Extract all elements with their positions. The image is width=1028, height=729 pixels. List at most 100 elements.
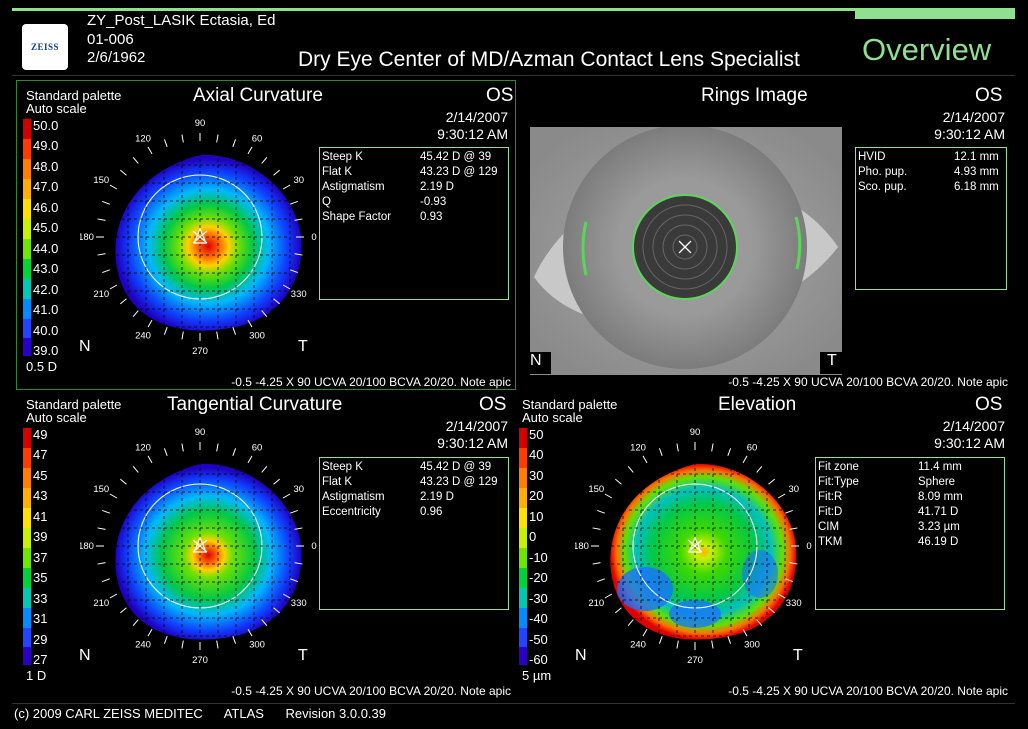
tangential-map-tick: [147, 628, 153, 637]
axial-map-angle-label: 120: [135, 133, 151, 144]
elevation-map-angle-label: 0: [806, 541, 811, 552]
elevation-scale-value: -40: [529, 611, 548, 626]
elevation-color-scale: [519, 428, 527, 665]
info-key: Pho. pup.: [858, 166, 908, 178]
tangential-map-angle-label: 240: [135, 640, 151, 651]
tangential-map-tick: [290, 578, 298, 583]
tangential-map-tick: [232, 636, 237, 644]
tangential-scale-value: 33: [33, 591, 48, 606]
tangential-map-angle-label: 150: [93, 484, 109, 495]
info-value: 46.19 D: [918, 536, 959, 548]
tangential-scale-value: 29: [33, 632, 48, 647]
elevation-map-tick: [789, 527, 798, 530]
tangential-map-tick: [282, 593, 291, 599]
tangential-scale-value: 31: [33, 611, 48, 626]
zeiss-logo: ZEISS: [22, 24, 68, 70]
axial-map-tick: [247, 146, 253, 155]
info-key: Steep K: [322, 151, 363, 163]
tangential-map-angle-label: 270: [192, 655, 208, 666]
elevation-scale-value: -50: [529, 632, 548, 647]
axial-scale-value: 50.0: [33, 118, 59, 133]
info-value: 8.09 mm: [918, 491, 963, 503]
patient-id: 01-006: [87, 31, 134, 48]
tangential-time: 9:30:12 AM: [437, 435, 508, 451]
elevation-scale-value: 20: [529, 488, 544, 503]
axial-map-tick: [290, 269, 298, 274]
info-value: 41.71 D: [918, 506, 959, 518]
footer: (c) 2009 CARL ZEISS MEDITEC ATLAS Revisi…: [14, 706, 404, 721]
tangential-map-angle-label: 60: [252, 442, 263, 453]
tangential-info-box: Steep K 45.42 D @ 39 Flat K 43.23 D @ 129 …: [319, 457, 509, 610]
tangential-scale-value: 41: [33, 509, 48, 524]
elevation-scale-value: -60: [529, 652, 548, 667]
elevation-map-angle-label: 30: [788, 484, 799, 495]
elevation-scale-value: 40: [529, 447, 544, 462]
rings-image[interactable]: [520, 127, 842, 375]
tangential-temporal-label: T: [298, 647, 308, 664]
tangential-palette: Standard palette: [26, 397, 122, 412]
elevation-map-tick: [676, 640, 679, 649]
elevation-map-tick: [597, 509, 605, 514]
tangential-scale-value: 39: [33, 529, 48, 544]
tangential-date: 2/14/2007: [445, 418, 508, 434]
header-rule: [12, 8, 1015, 11]
elevation-info-box: Fit zone 11.4 mm Fit:Type Sphere Fit:R 8.09…: [815, 457, 1005, 610]
elevation-map-tick: [642, 455, 648, 464]
axial-map-tick: [97, 218, 106, 221]
axial-map-angle-label: 150: [93, 175, 109, 186]
info-value: 12.1 mm: [954, 151, 999, 163]
info-value: 45.42 D @ 39: [420, 461, 492, 473]
info-value: -0.93: [420, 196, 447, 208]
info-value: 43.23 D @ 129: [420, 166, 498, 178]
info-key: Eccentricity: [322, 506, 381, 518]
elevation-map-tick: [592, 562, 601, 565]
elevation-scale-value: 0: [529, 529, 537, 544]
elevation-map-tick: [711, 443, 714, 452]
rings-rx-note: -0.5 -4.25 X 90 UCVA 20/100 BCVA 20/20. …: [728, 375, 1008, 389]
elevation-map-tick: [777, 593, 786, 599]
elevation-scale-value: 50: [529, 427, 544, 442]
tangential-map-tick: [109, 593, 118, 599]
info-key: Fit:Type: [818, 476, 859, 488]
elevation-scale-values: 50 40 30 20 10 0 -10 -20 -30 -40 -50 -60: [529, 427, 569, 672]
info-value: 43.23 D @ 129: [420, 476, 498, 488]
elevation-date: 2/14/2007: [942, 418, 1005, 434]
tangential-map-tick: [97, 527, 106, 530]
axial-scale-value: 45.0: [33, 220, 59, 235]
info-value: 0.96: [420, 506, 443, 518]
axial-time: 9:30:12 AM: [437, 126, 508, 142]
elevation-map-angle-label: 150: [588, 484, 604, 495]
axial-map-angle-label: 300: [249, 331, 265, 342]
axial-nasal-label: N: [79, 338, 91, 355]
elevation-map-tick: [727, 448, 732, 456]
axial-panel[interactable]: [16, 80, 516, 390]
elevation-map-angle-label: 240: [630, 640, 646, 651]
axial-scale-value: 48.0: [33, 159, 59, 174]
info-value: 11.4 mm: [918, 461, 962, 473]
axial-map-tick: [232, 139, 237, 147]
axial-map-angle-label: 180: [80, 232, 94, 243]
elevation-map-tick: [711, 640, 714, 649]
footer-product: ATLAS: [223, 706, 264, 721]
elevation-map-tick: [777, 493, 786, 499]
tangential-map-tick: [120, 478, 127, 485]
info-key: Q: [322, 196, 331, 208]
patient-name: ZY_Post_LASIK Ectasia, Ed: [87, 12, 276, 29]
axial-map-tick: [109, 184, 118, 190]
axial-palette: Standard palette: [26, 88, 122, 103]
elevation-map-angle-label: 330: [786, 598, 802, 609]
footer-divider: [12, 703, 1015, 704]
elevation-map-apex-icon: [687, 536, 703, 553]
elevation-temporal-label: T: [793, 647, 803, 664]
page-title: Dry Eye Center of MD/Azman Contact Lens …: [298, 48, 800, 71]
elevation-map-tick: [615, 607, 622, 614]
tangential-map-angle-label: 300: [249, 640, 265, 651]
view-title: Overview: [862, 32, 992, 67]
elevation-map-tick: [756, 466, 763, 473]
elevation-map-tick: [604, 593, 613, 599]
elevation-map-tick: [658, 448, 663, 456]
tangential-map-tick: [232, 448, 237, 456]
